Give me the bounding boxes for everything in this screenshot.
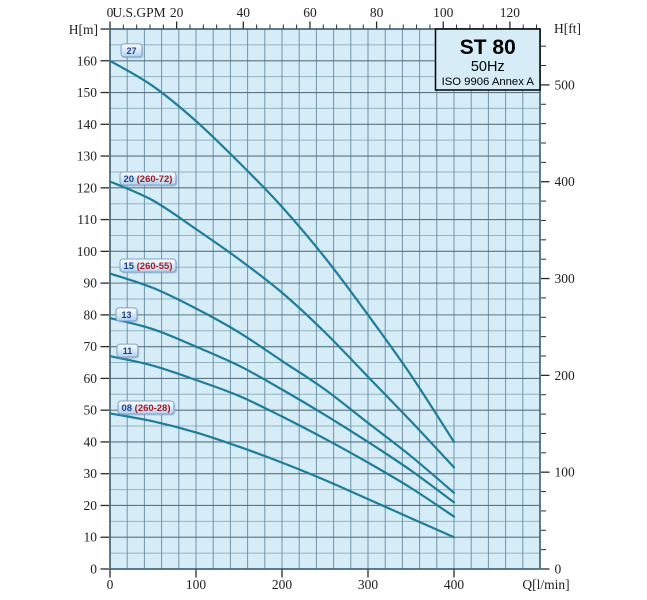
left-axis-tick-label: 110 xyxy=(77,212,97,227)
top-axis-tick-label: 80 xyxy=(370,5,384,20)
curve-label-text: 08 (260-28) xyxy=(121,403,170,413)
left-axis-tick-label: 100 xyxy=(77,244,98,259)
left-axis-tick-label: 90 xyxy=(84,276,98,291)
curve-label-box xyxy=(115,307,138,322)
curve-08 xyxy=(108,412,456,539)
pump-curves xyxy=(108,59,456,539)
bottom-axis: 0 100 200 300 400 Q[l/min] xyxy=(107,569,570,592)
left-axis-tick-label: 10 xyxy=(84,530,98,545)
right-axis-tick-label: 200 xyxy=(555,368,576,383)
curve-11 xyxy=(108,355,456,518)
title-box-frame xyxy=(434,28,541,91)
curve-20 xyxy=(108,180,456,469)
left-axis-tick-label: 70 xyxy=(84,339,98,354)
pump-frequency-label: 50Hz xyxy=(471,59,505,75)
top-axis-title: U.S.GPM xyxy=(112,5,165,20)
curve-label-text: 15 (260-55) xyxy=(123,261,172,271)
left-axis-tick-label: 140 xyxy=(77,117,98,132)
bottom-axis-tick-label: 0 xyxy=(107,577,114,592)
top-axis: 0 20 40 60 80 100 120 U.S.GPM xyxy=(107,5,538,29)
curve-labels: 27 20 (260-72) 15 (260-55) 13 11 08 (260-28) xyxy=(115,43,178,416)
left-axis-title: H[m] xyxy=(69,22,98,37)
plot-border xyxy=(109,28,541,570)
curve-label-box xyxy=(119,171,177,186)
right-axis-tick-label: 100 xyxy=(555,465,576,480)
curve-label-box xyxy=(119,258,177,273)
left-axis-tick-label: 80 xyxy=(84,307,98,322)
bottom-axis-tick-label: 300 xyxy=(358,577,379,592)
curve-27 xyxy=(108,59,456,443)
curve-label-text: 20 (260-72) xyxy=(123,174,172,184)
left-axis-tick-label: 60 xyxy=(84,371,98,386)
bottom-axis-tick-label: 100 xyxy=(186,577,207,592)
curve-label-08: 08 (260-28) xyxy=(117,400,176,416)
left-axis: 0 10 20 30 40 50 60 70 80 90 100 110 120 130 140 150 160… xyxy=(69,22,109,577)
left-axis-tick-label: 120 xyxy=(77,180,98,195)
left-axis-tick-label: 130 xyxy=(77,149,98,164)
curve-label-15: 15 (260-55) xyxy=(119,258,178,274)
curve-label-text: 11 xyxy=(123,346,133,356)
curve-label-box xyxy=(120,43,143,58)
left-axis-tick-label: 40 xyxy=(84,434,98,449)
pump-standard-label: ISO 9906 Annex A xyxy=(442,76,535,88)
left-axis-tick-label: 150 xyxy=(77,85,98,100)
pump-model-title: ST 80 xyxy=(460,36,516,59)
top-axis-tick-label: 60 xyxy=(303,5,317,20)
bottom-axis-tick-label: 400 xyxy=(444,577,465,592)
right-axis-tick-label: 500 xyxy=(555,77,576,92)
curve-label-box xyxy=(117,400,175,415)
curve-label-text: 13 xyxy=(122,310,132,320)
right-axis-tick-label: 0 xyxy=(555,562,562,577)
right-axis-title: H[ft] xyxy=(554,21,581,36)
right-axis-tick-label: 400 xyxy=(555,174,576,189)
top-axis-tick-label: 100 xyxy=(433,5,454,20)
right-axis: 0 100 200 300 400 500 H[ft] xyxy=(541,21,581,577)
curve-label-box xyxy=(116,343,139,358)
left-axis-tick-label: 30 xyxy=(84,466,98,481)
curve-15 xyxy=(108,272,456,494)
curve-label-13: 13 xyxy=(115,307,139,323)
top-axis-tick-label: 0 xyxy=(107,5,114,20)
bottom-axis-title: Q[l/min] xyxy=(522,577,569,592)
curve-label-27: 27 xyxy=(120,43,144,59)
left-axis-tick-label: 160 xyxy=(77,53,98,68)
curve-label-11: 11 xyxy=(116,343,140,359)
top-axis-tick-label: 120 xyxy=(500,5,521,20)
top-axis-tick-label: 20 xyxy=(170,5,184,20)
curve-label-text: 27 xyxy=(127,46,137,56)
bottom-axis-tick-label: 200 xyxy=(272,577,293,592)
left-axis-tick-label: 50 xyxy=(84,403,98,418)
left-axis-tick-label: 0 xyxy=(90,562,97,577)
curve-label-20: 20 (260-72) xyxy=(119,171,178,187)
left-axis-tick-label: 20 xyxy=(84,498,98,513)
right-axis-tick-label: 300 xyxy=(555,271,576,286)
top-axis-tick-label: 40 xyxy=(237,5,251,20)
curve-13 xyxy=(108,317,456,504)
